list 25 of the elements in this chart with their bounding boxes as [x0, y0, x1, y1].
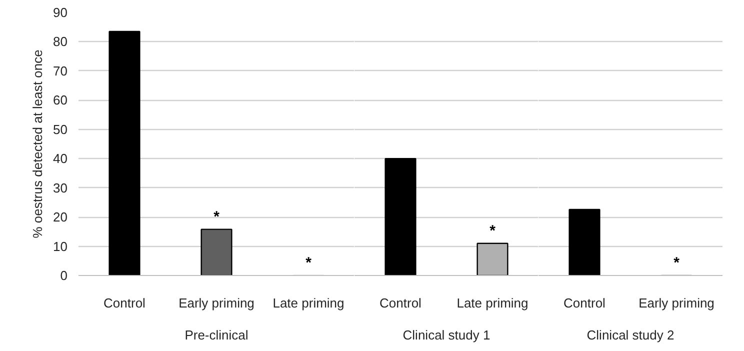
data-label: * — [674, 254, 680, 272]
x-tick-label: Late priming — [272, 296, 344, 310]
y-tick-label: 60 — [53, 92, 68, 108]
x-axis-title: Clinical study 1 — [402, 328, 490, 342]
x-tick-label: Control — [104, 296, 146, 310]
x-axis-title: Clinical study 2 — [586, 328, 674, 342]
y-tick-label: 10 — [53, 238, 68, 254]
data-label: * — [490, 222, 496, 240]
y-tick-label: 90 — [53, 5, 68, 20]
y-tick-label: 70 — [53, 63, 68, 78]
x-tick-label: Early priming — [638, 296, 714, 310]
x-tick-label: Late priming — [456, 296, 528, 310]
y-tick-label: 40 — [53, 151, 68, 166]
y-tick-label: 50 — [53, 122, 68, 137]
y-tick-label: 0 — [60, 268, 68, 283]
data-label: * — [214, 208, 220, 226]
x-axis-title: Pre-clinical — [184, 328, 248, 342]
y-tick-label: 30 — [53, 180, 68, 196]
x-tick-label: Control — [380, 296, 422, 310]
x-tick-label: Early priming — [178, 296, 254, 310]
y-tick-label: 20 — [53, 210, 68, 225]
y-tick-label: 80 — [53, 34, 68, 50]
x-tick-label: Control — [564, 296, 606, 310]
data-label: * — [306, 254, 312, 272]
y-axis-title: % oestrus detected at least once — [30, 50, 46, 238]
